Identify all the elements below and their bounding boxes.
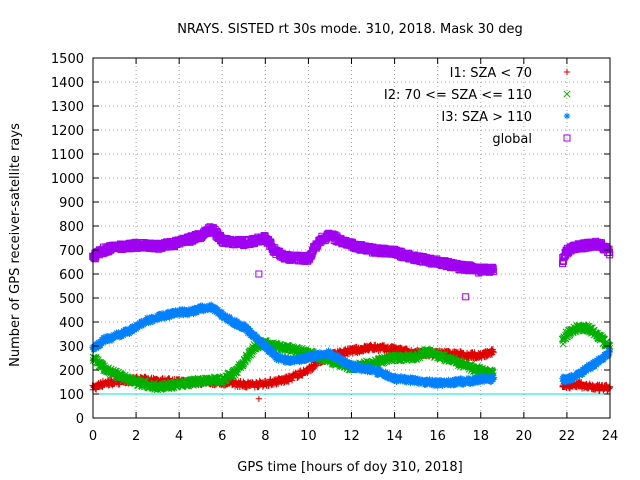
plus-marker [490, 349, 497, 356]
plus-marker [299, 372, 306, 379]
x-tick-label: 14 [386, 429, 403, 444]
plus-marker [288, 377, 296, 384]
y-tick-label: 900 [59, 196, 84, 211]
y-tick-label: 1000 [51, 172, 84, 187]
y-tick-label: 700 [59, 244, 84, 259]
y-tick-label: 1100 [51, 148, 84, 163]
cross-marker [197, 375, 205, 383]
legend-label: global [492, 132, 532, 147]
x-tick-label: 22 [559, 429, 576, 444]
x-axis-label: GPS time [hours of doy 310, 2018] [237, 460, 462, 475]
star-marker [490, 374, 497, 381]
series-layer [89, 223, 614, 402]
y-tick-label: 400 [59, 316, 84, 331]
y-tick-label: 300 [59, 340, 84, 355]
plus-marker [489, 348, 497, 355]
x-tick-label: 12 [343, 429, 360, 444]
x-tick-label: 8 [261, 429, 269, 444]
x-tick-label: 18 [472, 429, 489, 444]
x-tick-label: 0 [89, 429, 97, 444]
x-tick-label: 24 [602, 429, 619, 444]
legend-label: I2: 70 <= SZA <= 110 [384, 88, 532, 103]
y-tick-label: 500 [59, 292, 84, 307]
chart-title: NRAYS. SISTED rt 30s mode. 310, 2018. Ma… [177, 22, 523, 37]
x-tick-label: 6 [218, 429, 226, 444]
x-tick-label: 2 [132, 429, 140, 444]
y-tick-label: 600 [59, 268, 84, 283]
legend-marker [563, 112, 571, 120]
y-axis-label: Number of GPS receiver-satellite rays [8, 123, 23, 367]
x-tick-label: 4 [175, 429, 183, 444]
x-tick-label: 20 [516, 429, 533, 444]
y-tick-label: 1300 [51, 100, 84, 115]
y-tick-label: 1400 [51, 76, 84, 91]
y-tick-label: 100 [59, 388, 84, 403]
y-tick-label: 0 [76, 412, 84, 427]
legend-label: I1: SZA < 70 [450, 66, 532, 81]
plus-marker [237, 377, 244, 385]
y-tick-label: 1200 [51, 124, 84, 139]
x-tick-label: 10 [300, 429, 317, 444]
y-tick-label: 800 [59, 220, 84, 235]
y-tick-label: 1500 [51, 52, 84, 67]
star-marker [563, 112, 571, 120]
x-tick-label: 16 [429, 429, 446, 444]
legend-label: I3: SZA > 110 [441, 110, 532, 125]
y-tick-label: 200 [59, 364, 84, 379]
